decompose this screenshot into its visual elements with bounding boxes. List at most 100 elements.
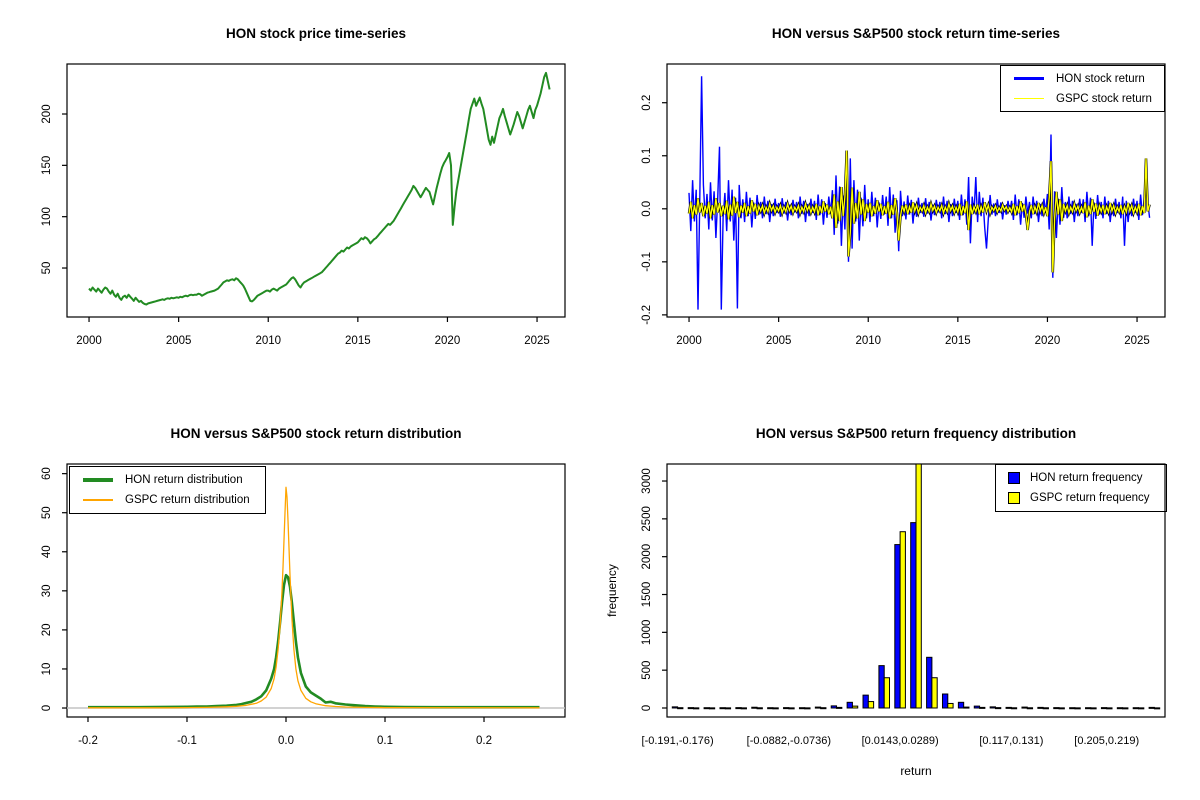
gspc-frequency-bar [883, 677, 891, 709]
gspc-frequency-bar [1138, 707, 1145, 710]
gspc-frequency-bar [1010, 707, 1018, 710]
gspc-frequency-bar [931, 677, 938, 709]
hon-frequency-bar [1116, 707, 1124, 710]
hon-frequency-bar [1005, 706, 1012, 709]
hon-return-line [688, 76, 1151, 310]
bin-range-label: [-0.0882,-0.0736) [747, 735, 831, 747]
gspc-frequency-bar [772, 707, 779, 710]
hon-frequency-bar [735, 707, 742, 710]
legend-label: GSPC return frequency [1030, 492, 1150, 504]
legend-label: HON return frequency [1030, 472, 1143, 484]
gspc-frequency-bar [804, 707, 811, 710]
hon-frequency-bar [1085, 707, 1092, 710]
hon-frequency-bar [926, 656, 933, 709]
plot-box [66, 463, 566, 718]
y-tick-label: 1500 [641, 582, 653, 608]
gspc-frequency-bar [692, 707, 700, 710]
x-tick-label: 2025 [524, 335, 550, 347]
hon-frequency-bar [894, 544, 901, 709]
y-tick-label: 100 [41, 207, 53, 226]
y-tick-label: 50 [41, 262, 53, 275]
x-tick-label: 2010 [255, 335, 281, 347]
y-axis-label: frequency [605, 564, 619, 617]
hon-frequency-bar [1132, 707, 1140, 710]
x-tick-label: 2000 [76, 335, 102, 347]
chart-title-frequency: HON versus S&P500 return frequency distr… [755, 426, 1077, 441]
hon-frequency-bar [703, 707, 710, 710]
y-tick-label: 50 [41, 506, 53, 519]
x-tick-label: 2000 [676, 335, 702, 347]
gspc-frequency-bar [915, 463, 922, 709]
gspc-frequency-bar [1042, 707, 1049, 710]
hon-frequency-bar [1100, 707, 1108, 710]
y-tick-label: -0.1 [641, 252, 653, 272]
x-tick-label: 2010 [855, 335, 881, 347]
hon-frequency-bar [783, 707, 790, 710]
y-tick-label: 500 [641, 661, 653, 680]
bin-range-label: [-0.191,-0.176) [642, 735, 714, 747]
x-tick-label: -0.1 [177, 735, 197, 747]
gspc-frequency-bar [851, 705, 859, 709]
legend-item-hon-frequency: HON return frequency [996, 470, 1166, 487]
bin-range-label: [0.0143,0.0289) [862, 735, 939, 747]
gspc-return-line-swatch [1014, 97, 1044, 100]
gspc-frequency-bar [836, 706, 843, 709]
hon-frequency-bar [910, 522, 917, 709]
plot-box [66, 63, 566, 318]
x-tick-label: 0.2 [476, 735, 492, 747]
hon-frequency-bar [941, 693, 949, 709]
y-tick-label: 30 [41, 584, 53, 597]
legend-item-gspc-density: GSPC return distribution [70, 492, 265, 509]
x-tick-label: 2005 [166, 335, 192, 347]
gspc-frequency-bar [947, 702, 954, 709]
gspc-frequency-bar [979, 706, 986, 709]
y-tick-label: 2000 [641, 544, 653, 570]
hon-frequency-bar [973, 705, 981, 709]
y-tick-label: 200 [41, 104, 53, 123]
x-tick-label: 2025 [1124, 335, 1150, 347]
hon-price-line [88, 71, 551, 306]
y-tick-label: 0.2 [641, 95, 653, 111]
y-tick-label: 40 [41, 545, 53, 558]
legend-item-hon-return: HON stock return [1001, 70, 1164, 87]
price-chart-svg: 2000 2005 2010 2015 2020 2025 50 100 150 200 [41, 63, 566, 347]
gspc-frequency-bar [708, 707, 716, 710]
hon-frequency-square-swatch [1008, 472, 1020, 484]
gspc-frequency-bar [1074, 707, 1081, 710]
legend-label: GSPC stock return [1056, 92, 1152, 105]
hon-frequency-bar [1069, 707, 1076, 710]
gspc-frequency-bar [820, 707, 827, 710]
hon-density-curve [88, 573, 540, 709]
hon-frequency-bar [671, 706, 679, 709]
x-tick-label: 0.0 [278, 735, 294, 747]
hon-frequency-bar [830, 705, 838, 709]
legend-label: HON return distribution [125, 474, 243, 486]
hon-frequency-bar [687, 707, 694, 710]
gspc-frequency-bar [677, 707, 684, 710]
x-tick-label: 2020 [435, 335, 461, 347]
hon-frequency-bar [1148, 706, 1155, 709]
hon-frequency-bar [862, 694, 869, 709]
chart-title-returns: HON versus S&P500 stock return time-seri… [771, 26, 1061, 41]
x-tick-label: 0.1 [377, 735, 393, 747]
hon-frequency-bar [957, 701, 965, 709]
hon-frequency-bar [814, 706, 822, 709]
gspc-density-curve [88, 486, 540, 709]
legend-item-hon-density: HON return distribution [70, 472, 265, 489]
gspc-frequency-bar [724, 707, 732, 710]
y-tick-label: 60 [41, 467, 53, 480]
gspc-frequency-bar [994, 707, 1002, 710]
gspc-frequency-bar [963, 706, 970, 709]
y-tick-label: 3000 [641, 468, 653, 494]
x-tick-label: 2015 [345, 335, 371, 347]
legend-frequency: HON return frequency GSPC return frequen… [995, 464, 1167, 512]
hon-frequency-bar [798, 707, 806, 710]
gspc-frequency-bar [1090, 707, 1097, 710]
legend-returns: HON stock return GSPC stock return [1000, 65, 1165, 112]
gspc-frequency-bar [788, 707, 795, 710]
x-tick-label: -0.2 [78, 735, 98, 747]
y-tick-label: -0.2 [641, 305, 653, 325]
legend-item-gspc-frequency: GSPC return frequency [996, 490, 1166, 507]
hon-frequency-bar [878, 665, 885, 709]
density-chart-svg: -0.2 -0.1 0.0 0.1 0.2 0 10 20 30 40 50 60 [41, 463, 566, 747]
